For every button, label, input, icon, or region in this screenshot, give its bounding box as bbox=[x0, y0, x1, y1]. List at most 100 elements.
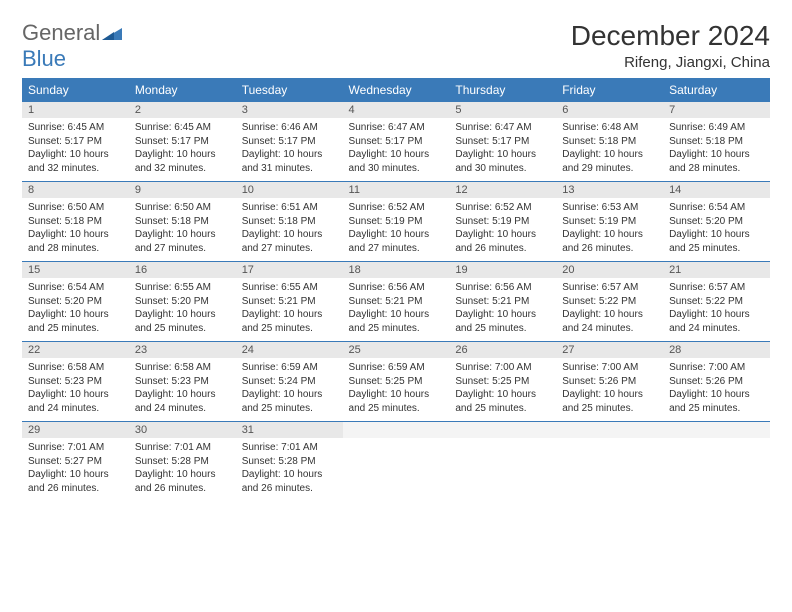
sunset-text: Sunset: 5:17 PM bbox=[28, 135, 123, 149]
day-number: 26 bbox=[449, 342, 556, 358]
daylight-text: Daylight: 10 hours and 24 minutes. bbox=[135, 388, 230, 415]
calendar-day-cell: 25Sunrise: 6:59 AMSunset: 5:25 PMDayligh… bbox=[343, 342, 450, 422]
day-details: Sunrise: 6:54 AMSunset: 5:20 PMDaylight:… bbox=[22, 278, 129, 341]
weekday-header: Sunday bbox=[22, 79, 129, 102]
daylight-text: Daylight: 10 hours and 26 minutes. bbox=[135, 468, 230, 495]
day-number: 9 bbox=[129, 182, 236, 198]
calendar-day-cell: 31Sunrise: 7:01 AMSunset: 5:28 PMDayligh… bbox=[236, 422, 343, 502]
daylight-text: Daylight: 10 hours and 25 minutes. bbox=[135, 308, 230, 335]
daylight-text: Daylight: 10 hours and 26 minutes. bbox=[242, 468, 337, 495]
calendar-day-cell: 13Sunrise: 6:53 AMSunset: 5:19 PMDayligh… bbox=[556, 182, 663, 262]
day-details: Sunrise: 6:57 AMSunset: 5:22 PMDaylight:… bbox=[556, 278, 663, 341]
day-details: Sunrise: 6:55 AMSunset: 5:20 PMDaylight:… bbox=[129, 278, 236, 341]
day-number: 2 bbox=[129, 102, 236, 118]
calendar-day-cell: 16Sunrise: 6:55 AMSunset: 5:20 PMDayligh… bbox=[129, 262, 236, 342]
daylight-text: Daylight: 10 hours and 29 minutes. bbox=[562, 148, 657, 175]
calendar-table: Sunday Monday Tuesday Wednesday Thursday… bbox=[22, 79, 770, 501]
calendar-day-cell: 9Sunrise: 6:50 AMSunset: 5:18 PMDaylight… bbox=[129, 182, 236, 262]
sunrise-text: Sunrise: 6:45 AM bbox=[135, 121, 230, 135]
daylight-text: Daylight: 10 hours and 24 minutes. bbox=[28, 388, 123, 415]
daylight-text: Daylight: 10 hours and 26 minutes. bbox=[28, 468, 123, 495]
day-details: Sunrise: 6:58 AMSunset: 5:23 PMDaylight:… bbox=[129, 358, 236, 421]
day-details: Sunrise: 6:48 AMSunset: 5:18 PMDaylight:… bbox=[556, 118, 663, 181]
sunset-text: Sunset: 5:28 PM bbox=[135, 455, 230, 469]
daylight-text: Daylight: 10 hours and 27 minutes. bbox=[135, 228, 230, 255]
sunrise-text: Sunrise: 6:51 AM bbox=[242, 201, 337, 215]
day-number: 28 bbox=[663, 342, 770, 358]
day-details: Sunrise: 6:52 AMSunset: 5:19 PMDaylight:… bbox=[343, 198, 450, 261]
calendar-day-cell bbox=[449, 422, 556, 502]
daylight-text: Daylight: 10 hours and 25 minutes. bbox=[455, 308, 550, 335]
calendar-day-cell bbox=[556, 422, 663, 502]
sunset-text: Sunset: 5:18 PM bbox=[562, 135, 657, 149]
day-number bbox=[343, 422, 450, 438]
sunset-text: Sunset: 5:21 PM bbox=[349, 295, 444, 309]
day-number: 13 bbox=[556, 182, 663, 198]
day-number: 15 bbox=[22, 262, 129, 278]
calendar-week-row: 15Sunrise: 6:54 AMSunset: 5:20 PMDayligh… bbox=[22, 262, 770, 342]
sunset-text: Sunset: 5:19 PM bbox=[349, 215, 444, 229]
calendar-day-cell: 11Sunrise: 6:52 AMSunset: 5:19 PMDayligh… bbox=[343, 182, 450, 262]
daylight-text: Daylight: 10 hours and 27 minutes. bbox=[349, 228, 444, 255]
daylight-text: Daylight: 10 hours and 31 minutes. bbox=[242, 148, 337, 175]
calendar-week-row: 29Sunrise: 7:01 AMSunset: 5:27 PMDayligh… bbox=[22, 422, 770, 502]
daylight-text: Daylight: 10 hours and 24 minutes. bbox=[669, 308, 764, 335]
day-number: 21 bbox=[663, 262, 770, 278]
sunset-text: Sunset: 5:18 PM bbox=[135, 215, 230, 229]
calendar-day-cell bbox=[343, 422, 450, 502]
day-details: Sunrise: 6:53 AMSunset: 5:19 PMDaylight:… bbox=[556, 198, 663, 261]
day-number bbox=[449, 422, 556, 438]
sunrise-text: Sunrise: 6:52 AM bbox=[349, 201, 444, 215]
day-details: Sunrise: 6:59 AMSunset: 5:25 PMDaylight:… bbox=[343, 358, 450, 421]
day-number: 29 bbox=[22, 422, 129, 438]
calendar-day-cell: 30Sunrise: 7:01 AMSunset: 5:28 PMDayligh… bbox=[129, 422, 236, 502]
day-details: Sunrise: 6:50 AMSunset: 5:18 PMDaylight:… bbox=[129, 198, 236, 261]
sunrise-text: Sunrise: 6:58 AM bbox=[135, 361, 230, 375]
calendar-day-cell: 22Sunrise: 6:58 AMSunset: 5:23 PMDayligh… bbox=[22, 342, 129, 422]
day-number: 12 bbox=[449, 182, 556, 198]
calendar-day-cell: 28Sunrise: 7:00 AMSunset: 5:26 PMDayligh… bbox=[663, 342, 770, 422]
day-details: Sunrise: 6:52 AMSunset: 5:19 PMDaylight:… bbox=[449, 198, 556, 261]
calendar-day-cell: 3Sunrise: 6:46 AMSunset: 5:17 PMDaylight… bbox=[236, 102, 343, 182]
calendar-day-cell: 1Sunrise: 6:45 AMSunset: 5:17 PMDaylight… bbox=[22, 102, 129, 182]
sunrise-text: Sunrise: 7:00 AM bbox=[455, 361, 550, 375]
sunrise-text: Sunrise: 7:01 AM bbox=[135, 441, 230, 455]
daylight-text: Daylight: 10 hours and 27 minutes. bbox=[242, 228, 337, 255]
sunset-text: Sunset: 5:25 PM bbox=[349, 375, 444, 389]
day-number: 22 bbox=[22, 342, 129, 358]
daylight-text: Daylight: 10 hours and 25 minutes. bbox=[455, 388, 550, 415]
calendar-day-cell: 18Sunrise: 6:56 AMSunset: 5:21 PMDayligh… bbox=[343, 262, 450, 342]
calendar-day-cell: 7Sunrise: 6:49 AMSunset: 5:18 PMDaylight… bbox=[663, 102, 770, 182]
day-number: 8 bbox=[22, 182, 129, 198]
logo-triangle-icon bbox=[102, 26, 122, 45]
day-number: 31 bbox=[236, 422, 343, 438]
weekday-header: Saturday bbox=[663, 79, 770, 102]
calendar-day-cell: 14Sunrise: 6:54 AMSunset: 5:20 PMDayligh… bbox=[663, 182, 770, 262]
calendar-day-cell: 4Sunrise: 6:47 AMSunset: 5:17 PMDaylight… bbox=[343, 102, 450, 182]
logo-word2: Blue bbox=[22, 46, 66, 71]
calendar-day-cell: 8Sunrise: 6:50 AMSunset: 5:18 PMDaylight… bbox=[22, 182, 129, 262]
header: General Blue December 2024 Rifeng, Jiang… bbox=[22, 20, 770, 72]
day-details: Sunrise: 7:00 AMSunset: 5:25 PMDaylight:… bbox=[449, 358, 556, 421]
day-details: Sunrise: 6:46 AMSunset: 5:17 PMDaylight:… bbox=[236, 118, 343, 181]
sunrise-text: Sunrise: 6:59 AM bbox=[242, 361, 337, 375]
day-details: Sunrise: 6:57 AMSunset: 5:22 PMDaylight:… bbox=[663, 278, 770, 341]
day-number bbox=[556, 422, 663, 438]
daylight-text: Daylight: 10 hours and 28 minutes. bbox=[28, 228, 123, 255]
sunset-text: Sunset: 5:18 PM bbox=[242, 215, 337, 229]
sunrise-text: Sunrise: 6:49 AM bbox=[669, 121, 764, 135]
day-details: Sunrise: 6:56 AMSunset: 5:21 PMDaylight:… bbox=[343, 278, 450, 341]
sunset-text: Sunset: 5:18 PM bbox=[669, 135, 764, 149]
day-number: 14 bbox=[663, 182, 770, 198]
weekday-header: Wednesday bbox=[343, 79, 450, 102]
day-number: 5 bbox=[449, 102, 556, 118]
daylight-text: Daylight: 10 hours and 30 minutes. bbox=[455, 148, 550, 175]
sunset-text: Sunset: 5:22 PM bbox=[562, 295, 657, 309]
day-number: 16 bbox=[129, 262, 236, 278]
daylight-text: Daylight: 10 hours and 25 minutes. bbox=[669, 388, 764, 415]
day-number: 20 bbox=[556, 262, 663, 278]
location: Rifeng, Jiangxi, China bbox=[571, 54, 770, 71]
sunrise-text: Sunrise: 6:46 AM bbox=[242, 121, 337, 135]
day-details: Sunrise: 6:56 AMSunset: 5:21 PMDaylight:… bbox=[449, 278, 556, 341]
daylight-text: Daylight: 10 hours and 28 minutes. bbox=[669, 148, 764, 175]
